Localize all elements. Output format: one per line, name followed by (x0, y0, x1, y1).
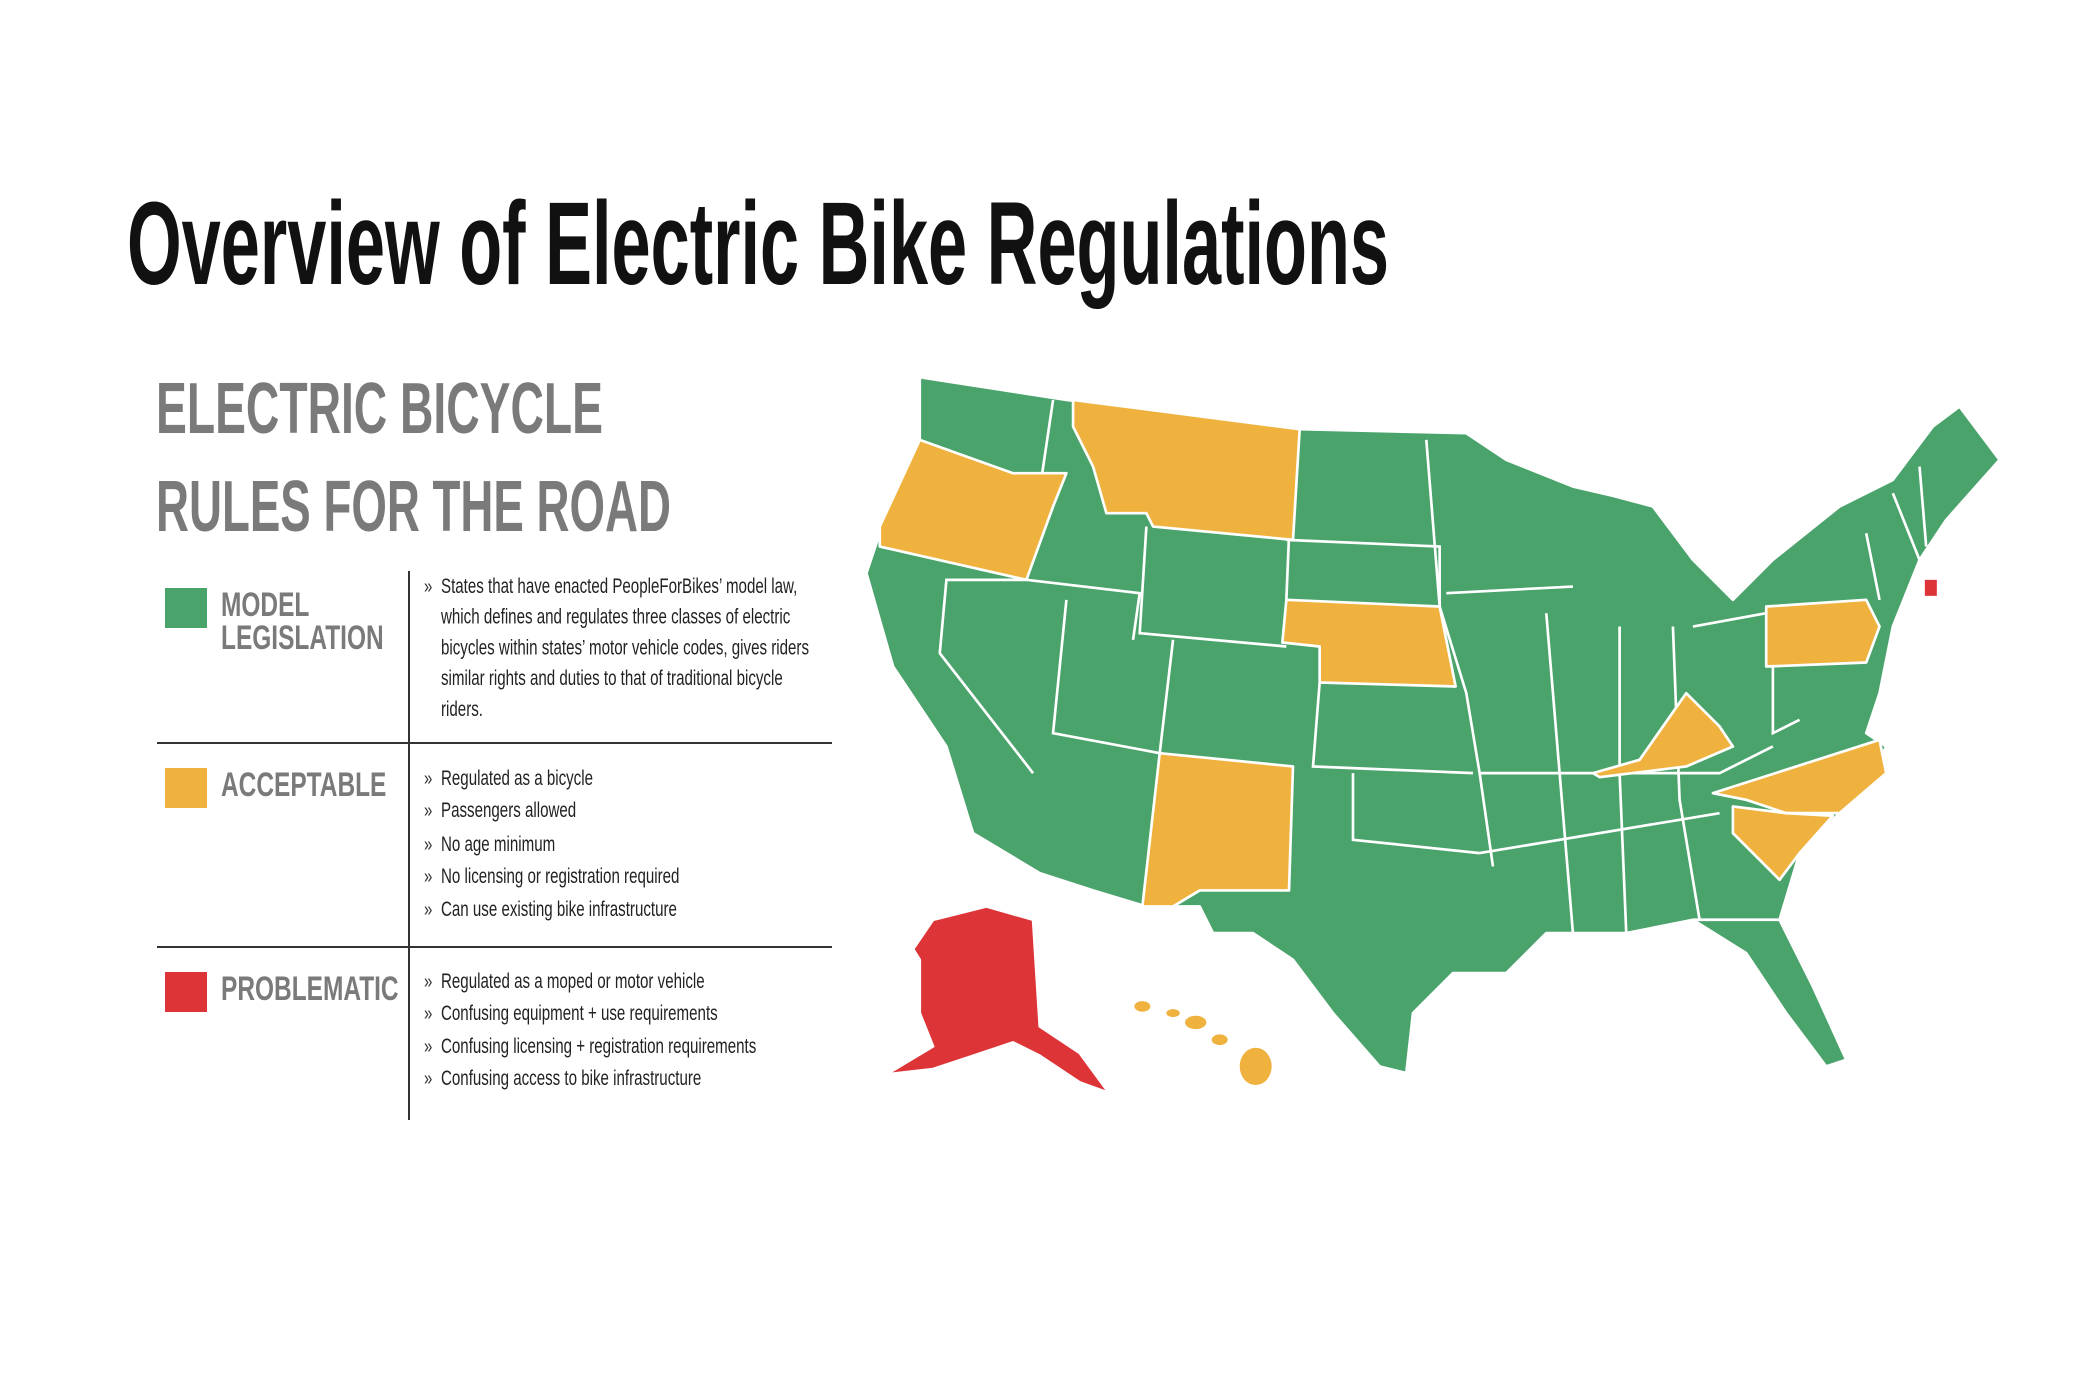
us-map (865, 375, 2001, 1095)
subtitle-line: ELECTRIC BICYCLE (156, 369, 603, 449)
legend-item: No age minimum (441, 831, 555, 855)
legend-item: States that have enacted PeopleForBikes’… (441, 573, 797, 597)
state-problematic (885, 905, 1111, 1095)
legend-item: No licensing or registration required (441, 863, 679, 887)
legend-item: Can use existing bike infrastructure (441, 896, 677, 920)
bullet: » (424, 799, 432, 822)
legend-item: Passengers allowed (441, 797, 576, 821)
bullet: » (424, 970, 432, 993)
state-acceptable (1134, 1001, 1272, 1086)
state-acceptable (878, 438, 1068, 582)
legend-item: riders. (441, 696, 483, 720)
bullet: » (424, 833, 432, 856)
legend-item: Confusing equipment + use requirements (441, 1000, 718, 1024)
state-acceptable (1071, 398, 1302, 542)
legend-item: Regulated as a moped or motor vehicle (441, 968, 705, 992)
legend-swatch (165, 972, 207, 1012)
legend-item: similar rights and duties to that of tra… (441, 666, 783, 690)
legend-item: Confusing access to bike infrastructure (441, 1065, 701, 1089)
bullet: » (424, 1035, 432, 1058)
legend-label: LEGISLATION (221, 619, 384, 657)
legend-item: bicycles within states’ motor vehicle co… (441, 635, 809, 659)
state-acceptable (1711, 738, 1888, 815)
bullet: » (424, 767, 432, 790)
legend-label: ACCEPTABLE (221, 766, 386, 804)
title: Overview of Electric Bike Regulations (127, 178, 1389, 310)
legend-item: Regulated as a bicycle (441, 765, 593, 789)
bullet: » (424, 1067, 432, 1090)
state-acceptable (1281, 598, 1457, 688)
state-problematic (1924, 579, 1937, 596)
state-acceptable (1764, 598, 1881, 668)
legend-item: which defines and regulates three classe… (440, 604, 790, 628)
legend-item: Confusing licensing + registration requi… (441, 1033, 756, 1057)
bullet: » (424, 575, 432, 598)
legend-label: MODEL (221, 586, 309, 624)
legend-swatch (165, 768, 207, 808)
subtitle-line: RULES FOR THE ROAD (156, 467, 671, 547)
state-acceptable (1141, 751, 1295, 908)
legend-label: PROBLEMATIC (221, 970, 399, 1008)
bullet: » (424, 865, 432, 888)
bullet: » (424, 898, 432, 921)
state-acceptable (1591, 691, 1735, 779)
legend-swatch (165, 588, 207, 628)
bullet: » (424, 1002, 432, 1025)
state-acceptable (1731, 805, 1835, 882)
